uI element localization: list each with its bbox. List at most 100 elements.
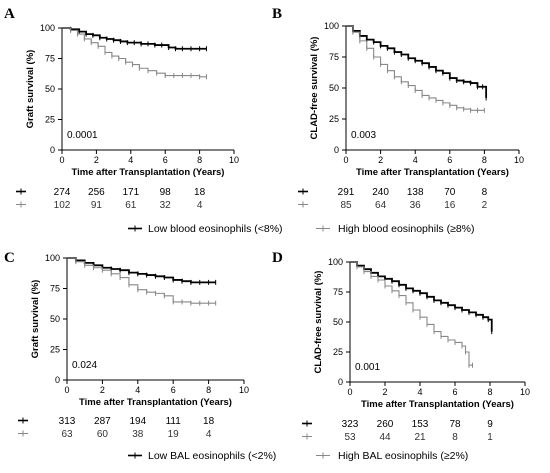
x-tick-label: 2 (94, 155, 99, 165)
x-tick-label: 10 (520, 387, 530, 397)
y-tick-label: 50 (50, 314, 60, 324)
at-risk-count: 256 (88, 187, 105, 198)
y-tick-label: 100 (45, 253, 60, 263)
y-tick-label: 25 (45, 115, 55, 125)
legend-1: Low blood eosinophils (<8%) High blood eo… (128, 223, 475, 235)
x-tick-label: 8 (487, 387, 492, 397)
y-tick-label: 75 (45, 54, 55, 64)
at-risk-count: 153 (412, 419, 429, 430)
x-tick-label: 2 (378, 155, 383, 165)
at-risk-count: 16 (444, 200, 456, 211)
legend-entry: Low blood eosinophils (<8%) (148, 223, 283, 235)
x-tick-label: 8 (206, 385, 211, 395)
x-tick-label: 6 (171, 385, 176, 395)
survival-curve-high (67, 257, 216, 304)
x-tick-label: 8 (197, 155, 202, 165)
panel-letter: B (272, 6, 282, 22)
legend-2: Low BAL eosinophils (<2%) High BAL eosino… (128, 450, 468, 462)
x-tick-label: 10 (229, 155, 239, 165)
x-tick-label: 0 (64, 385, 69, 395)
at-risk-count: 260 (377, 419, 394, 430)
at-risk-count: 313 (59, 416, 76, 427)
x-tick-label: 0 (59, 155, 64, 165)
at-risk-count: 1 (487, 432, 493, 443)
at-risk-count: 111 (166, 416, 182, 427)
p-value-label: 0.001 (355, 362, 380, 373)
at-risk-count: 53 (344, 432, 356, 443)
x-tick-label: 0 (343, 155, 348, 165)
at-risk-count: 36 (410, 200, 422, 211)
at-risk-count: 63 (61, 429, 73, 440)
x-tick-label: 10 (514, 155, 524, 165)
survival-curve-low (67, 257, 216, 284)
at-risk-count: 60 (97, 429, 109, 440)
x-tick-label: 10 (239, 385, 249, 395)
y-tick-label: 100 (40, 23, 55, 33)
at-risk-count: 18 (194, 187, 206, 198)
at-risk-count: 70 (444, 187, 456, 198)
y-tick-label: 25 (329, 114, 339, 124)
x-tick-label: 8 (482, 155, 487, 165)
y-tick-label: 100 (324, 21, 339, 31)
y-tick-label: 25 (333, 347, 343, 357)
panel-letter: C (4, 250, 15, 266)
survival-curve-high (62, 27, 207, 78)
y-axis-label: CLAD-free survival (%) (309, 37, 320, 140)
chart-panel-a: A 0 25 50 75 100 0 2 4 6 8 10 Graft survival (%) Time… (4, 6, 239, 211)
y-tick-label: 75 (329, 52, 339, 62)
x-tick-label: 6 (452, 387, 457, 397)
at-risk-count: 138 (407, 187, 424, 198)
x-tick-label: 4 (135, 385, 140, 395)
at-risk-count: 2 (482, 200, 488, 211)
x-tick-label: 4 (417, 387, 422, 397)
survival-curve-low (346, 25, 488, 98)
at-risk-count: 21 (414, 432, 426, 443)
p-value-label: 0.003 (351, 130, 376, 141)
y-tick-label: 75 (50, 284, 60, 294)
x-tick-label: 4 (413, 155, 418, 165)
x-axis-label: Time after Transplantation (Years) (356, 167, 509, 178)
x-tick-label: 6 (447, 155, 452, 165)
legend-entry: High blood eosinophils (≥8%) (338, 223, 475, 235)
at-risk-count: 85 (340, 200, 352, 211)
at-risk-count: 287 (94, 416, 111, 427)
y-tick-label: 0 (338, 377, 343, 387)
y-axis-label: Graft survival (%) (25, 50, 36, 129)
y-axis-label: CLAD-free survival (%) (313, 271, 324, 374)
x-tick-label: 2 (382, 387, 387, 397)
at-risk-count: 44 (379, 432, 391, 443)
panel-letter: A (4, 6, 15, 22)
at-risk-count: 274 (54, 187, 71, 198)
at-risk-count: 240 (372, 187, 389, 198)
x-tick-label: 0 (347, 387, 352, 397)
y-tick-label: 50 (329, 83, 339, 93)
x-tick-label: 4 (128, 155, 133, 165)
x-tick-label: 2 (100, 385, 105, 395)
x-tick-label: 6 (163, 155, 168, 165)
panel-letter: D (272, 250, 283, 266)
at-risk-count: 91 (91, 200, 103, 211)
y-tick-label: 0 (50, 145, 55, 155)
at-risk-count: 61 (125, 200, 137, 211)
survival-curve-high (350, 261, 473, 366)
at-risk-count: 64 (375, 200, 387, 211)
at-risk-count: 8 (452, 432, 458, 443)
legend-entry: High BAL eosinophils (≥2%) (338, 450, 468, 462)
y-tick-label: 100 (328, 257, 343, 267)
at-risk-count: 98 (160, 187, 172, 198)
at-risk-count: 78 (449, 419, 461, 430)
legend-entry: Low BAL eosinophils (<2%) (148, 450, 276, 462)
at-risk-count: 4 (206, 429, 212, 440)
x-axis-label: Time after Transplantation (Years) (72, 167, 225, 178)
p-value-label: 0.0001 (67, 130, 98, 141)
at-risk-count: 9 (487, 419, 493, 430)
at-risk-count: 18 (203, 416, 215, 427)
at-risk-count: 4 (197, 200, 203, 211)
at-risk-count: 194 (129, 416, 146, 427)
at-risk-count: 38 (132, 429, 144, 440)
at-risk-count: 32 (160, 200, 172, 211)
chart-panel-b: B 0 25 50 75 100 0 2 4 6 8 10 CLAD-free survival (%)… (272, 6, 524, 211)
chart-panel-c: C 0 25 50 75 100 0 2 4 6 8 10 Graft survival (%) Time… (4, 250, 249, 440)
at-risk-count: 171 (122, 187, 139, 198)
y-tick-label: 0 (334, 145, 339, 155)
